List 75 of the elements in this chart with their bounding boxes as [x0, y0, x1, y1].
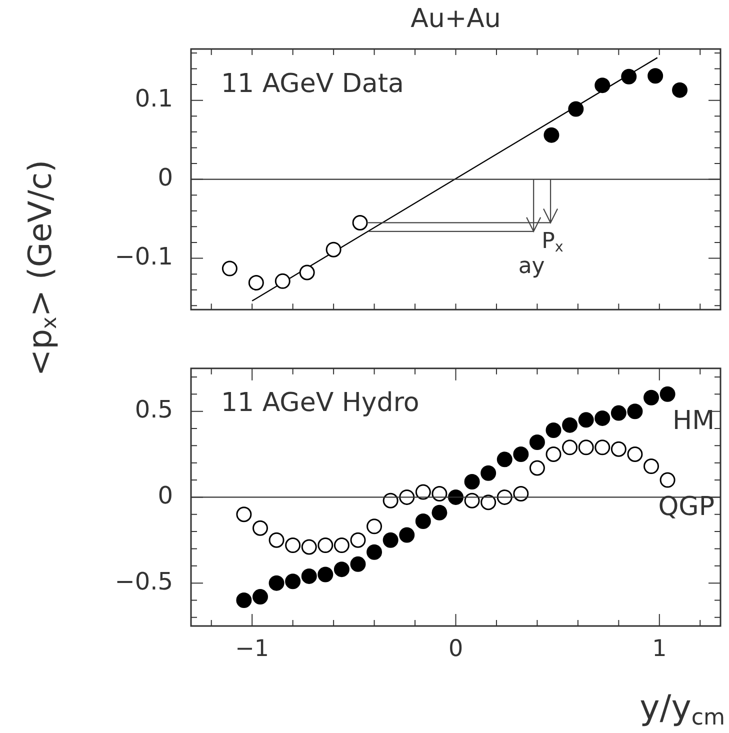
- point: [562, 440, 578, 456]
- point: [268, 532, 284, 548]
- x-tick-label: 0: [448, 636, 464, 662]
- point: [318, 538, 334, 554]
- series-label: HM: [672, 406, 714, 436]
- point: [350, 532, 366, 548]
- point: [301, 539, 317, 555]
- series-label: QGP: [658, 492, 714, 522]
- point: [285, 538, 301, 554]
- point: [621, 68, 637, 84]
- point: [334, 562, 350, 578]
- point: [252, 520, 268, 536]
- point: [627, 446, 643, 462]
- point: [660, 472, 676, 488]
- point: [513, 446, 529, 462]
- point: [568, 101, 584, 117]
- point: [578, 440, 594, 456]
- annotation: ay: [518, 254, 545, 280]
- annotation: 11 AGeV Data: [221, 69, 404, 99]
- point: [268, 575, 284, 591]
- point: [594, 78, 610, 94]
- point: [222, 260, 238, 276]
- point: [415, 513, 431, 529]
- y-tick-label: −0.1: [114, 242, 173, 271]
- annotation: P$_{x}$: [542, 228, 564, 256]
- point: [672, 82, 688, 98]
- point: [334, 538, 350, 554]
- point: [546, 422, 562, 438]
- point: [326, 242, 342, 258]
- y-tick-label: 0: [158, 481, 173, 510]
- point: [299, 264, 315, 280]
- x-tick-label: 1: [652, 636, 667, 662]
- point: [594, 440, 610, 456]
- y-tick-label: 0: [158, 164, 173, 192]
- point: [252, 589, 268, 605]
- point: [399, 527, 415, 543]
- point: [464, 474, 480, 490]
- chart-title: Au+Au: [410, 4, 501, 34]
- point: [274, 273, 290, 289]
- y-tick-label: −0.5: [114, 567, 173, 596]
- point: [236, 592, 252, 608]
- point: [627, 404, 643, 420]
- point: [529, 460, 545, 476]
- point: [352, 214, 368, 230]
- point: [415, 484, 431, 500]
- point: [318, 566, 334, 582]
- point: [644, 390, 660, 406]
- point: [248, 275, 264, 290]
- point: [644, 458, 660, 474]
- point: [285, 574, 301, 590]
- point: [366, 544, 382, 560]
- y-tick-label: 0.1: [134, 84, 173, 113]
- point: [529, 434, 545, 450]
- point: [578, 412, 594, 428]
- point: [496, 452, 512, 468]
- annotation: 11 AGeV Hydro: [221, 388, 420, 418]
- point: [480, 494, 496, 510]
- point: [544, 127, 560, 143]
- point: [301, 568, 317, 584]
- x-axis-title: y/y$_{cm}$: [640, 688, 725, 731]
- point: [594, 410, 610, 426]
- point: [382, 532, 398, 548]
- point: [480, 465, 496, 481]
- point: [236, 506, 252, 522]
- point: [660, 386, 676, 402]
- point: [432, 504, 448, 520]
- point: [562, 417, 578, 433]
- y-tick-label: 0.5: [134, 396, 173, 424]
- point: [546, 446, 562, 462]
- point: [610, 441, 626, 457]
- point: [610, 405, 626, 421]
- point: [350, 556, 366, 572]
- point: [648, 68, 664, 84]
- x-tick-label: −1: [235, 636, 270, 662]
- point: [366, 518, 382, 534]
